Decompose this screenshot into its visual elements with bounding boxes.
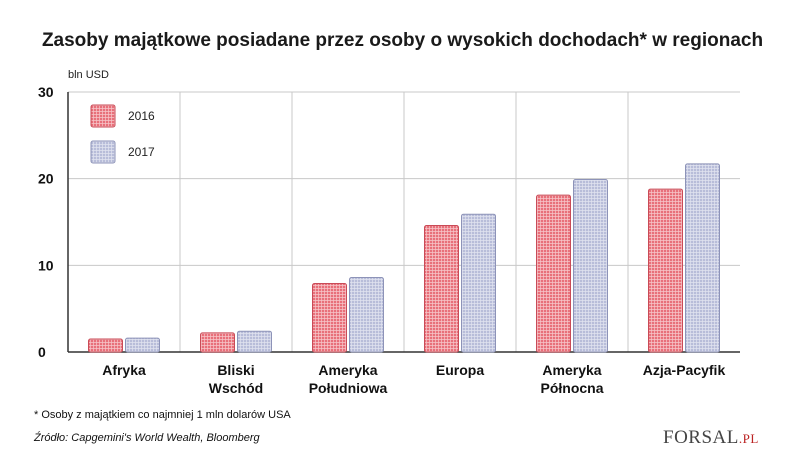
x-axis: Afryka Bliski Wschód Ameryka Południowa Europ…: [102, 362, 725, 396]
bar-2017-3: [461, 213, 496, 353]
bar-2017-0: [125, 337, 160, 353]
bar-2016-2: [312, 283, 347, 353]
legend-label-2016: 2016: [128, 109, 155, 123]
x-tick-label-2: Ameryka Południowa: [309, 362, 388, 396]
legend-label-2017: 2017: [128, 145, 155, 159]
legend-swatch-2016: [90, 104, 116, 128]
bar-2017-5: [685, 163, 720, 353]
y-tick-label-2: 20: [38, 171, 54, 187]
source-note: Źródło: Capgemini's World Wealth, Bloomb…: [34, 432, 260, 444]
logo-main: FORSAL: [663, 427, 739, 448]
x-tick-label-1: Bliski Wschód: [209, 362, 263, 396]
chart-title: Zasoby majątkowe posiadane przez osoby o…: [41, 30, 764, 51]
bar-2016-3: [424, 224, 459, 353]
y-tick-label-1: 10: [38, 257, 54, 273]
gridlines: [67, 91, 740, 353]
bar-2016-0: [88, 338, 123, 353]
forsal-logo: FORSAL.PL: [663, 427, 759, 449]
y-tick-label-3: 30: [38, 84, 54, 100]
x-tick-label-3: Europa: [436, 362, 484, 378]
bars: [88, 163, 720, 353]
y-tick-label-0: 0: [38, 344, 46, 360]
y-axis-label: bln USD: [68, 69, 109, 81]
bar-2016-5: [648, 188, 683, 353]
legend: 2016 2017: [90, 104, 155, 164]
footnote: * Osoby z majątkiem co najmniej 1 mln do…: [34, 409, 291, 421]
x-tick-label-4: Ameryka Północna: [540, 362, 603, 396]
bar-2017-4: [573, 179, 608, 353]
y-axis: 0 10 20 30: [38, 84, 54, 360]
x-tick-label-0: Afryka: [102, 362, 146, 378]
logo-suffix: .PL: [738, 431, 759, 446]
x-tick-label-5: Azja-Pacyfik: [643, 362, 726, 378]
bar-2016-4: [536, 194, 571, 353]
bar-2017-2: [349, 276, 384, 353]
bar-2017-1: [237, 330, 272, 353]
legend-swatch-2017: [90, 140, 116, 164]
bar-2016-1: [200, 332, 235, 353]
